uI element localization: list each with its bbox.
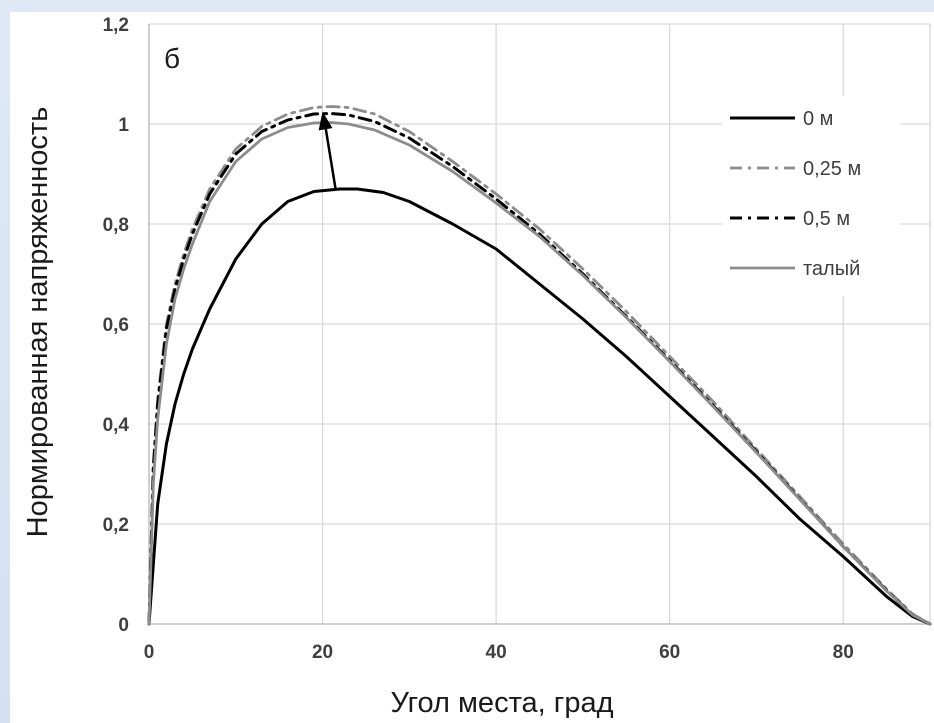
arrow-shaft	[324, 127, 337, 190]
y-axis-title: Нормированная напряженность	[22, 107, 54, 538]
x-axis-title: Угол места, град	[390, 687, 613, 719]
x-tick-label: 0	[144, 642, 155, 663]
arrow-head	[318, 111, 333, 131]
y-tick-label: 0,8	[103, 215, 129, 236]
y-tick-label: 0,4	[103, 415, 130, 436]
y-tick-label: 0,6	[103, 315, 129, 336]
axes: 0 0,2 0,4 0,6 0,8 1 1,2 0 20 40 60 80	[103, 15, 930, 663]
x-tick-label: 40	[486, 642, 507, 663]
legend-label-0: 0 м	[803, 108, 833, 130]
legend: 0 м 0,25 м 0,5 м талый	[722, 96, 900, 296]
y-tick-label: 0,2	[103, 515, 129, 536]
x-tick-label: 20	[312, 642, 333, 663]
series-line-3	[147, 121, 932, 626]
x-tick-label: 60	[659, 642, 680, 663]
legend-box	[722, 96, 900, 296]
legend-label-3: талый	[803, 258, 860, 280]
x-tick-label: 80	[833, 642, 854, 663]
y-tick-label: 0	[118, 615, 129, 636]
legend-label-1: 0,25 м	[803, 158, 861, 180]
series-lines	[147, 105, 932, 626]
annotation-arrow	[318, 111, 337, 190]
y-tick-label: 1	[118, 115, 129, 136]
legend-label-2: 0,5 м	[803, 208, 850, 230]
y-tick-label: 1,2	[103, 15, 129, 36]
labels: б Угол места, град Нормированная напряже…	[22, 43, 614, 719]
series-line-0	[147, 187, 932, 626]
panel-label: б	[164, 43, 180, 74]
